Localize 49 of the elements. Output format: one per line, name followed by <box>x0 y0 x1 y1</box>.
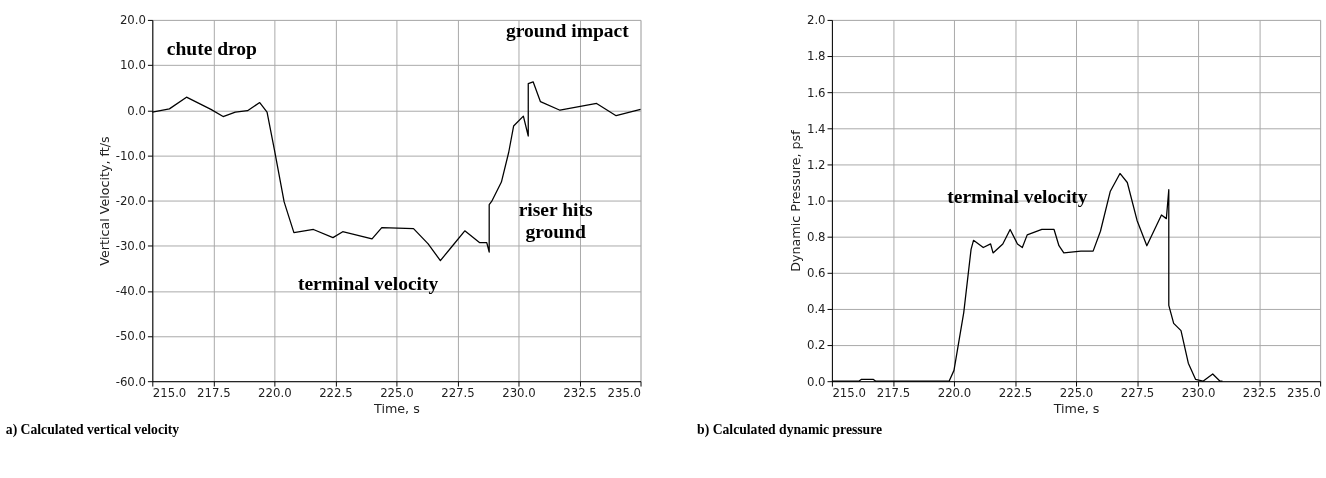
y-tick-label: 0.4 <box>806 302 826 317</box>
y-tick-label: 1.8 <box>806 49 826 64</box>
y-tick-label: -20.0 <box>115 193 146 208</box>
annotation: riser hits ground <box>518 199 593 242</box>
x-tick-label: 220.0 <box>258 386 292 401</box>
annotation: terminal velocity <box>297 273 439 295</box>
y-tick-label: 0.0 <box>127 103 146 118</box>
x-tick-label: 227.5 <box>441 386 475 401</box>
x-tick-label: 225.0 <box>1059 386 1094 401</box>
text: a) Calculated vertical velocity <box>5 421 180 438</box>
x-tick-label: 235.0 <box>607 386 642 401</box>
x-tick-label: 232.5 <box>563 386 597 401</box>
x-tick-label: 215.0 <box>832 386 866 401</box>
y-axis-title: Vertical Velocity, ft/s <box>96 136 112 266</box>
x-tick-label: 220.0 <box>937 386 972 401</box>
x-tick-label: 230.0 <box>502 386 536 401</box>
x-tick-label: 217.5 <box>876 386 911 401</box>
annotation: ground impact <box>505 19 630 41</box>
y-tick-label: 0.2 <box>806 338 826 353</box>
x-tick-label: 230.0 <box>1181 386 1216 401</box>
annotation: chute drop <box>166 38 258 60</box>
y-tick-label: 0.6 <box>806 266 826 281</box>
y-tick-label: 1.2 <box>806 157 826 172</box>
y-tick-label: 10.0 <box>119 58 146 73</box>
y-tick-label: -50.0 <box>115 329 146 344</box>
x-tick-label: 227.5 <box>1120 386 1155 401</box>
x-tick-label: 222.5 <box>998 386 1033 401</box>
x-tick-label: 222.5 <box>319 386 353 401</box>
y-tick-label: -60.0 <box>115 374 146 389</box>
y-tick-label: 2.0 <box>806 13 826 28</box>
y-tick-label: -10.0 <box>115 148 146 163</box>
y-tick-label: 20.0 <box>119 13 146 28</box>
y-tick-label: -40.0 <box>115 284 146 299</box>
x-tick-label: 225.0 <box>380 386 414 401</box>
y-tick-label: 1.4 <box>806 121 826 136</box>
x-tick-label: 235.0 <box>1287 386 1321 401</box>
x-tick-label: 232.5 <box>1242 386 1277 401</box>
text: b) Calculated dynamic pressure <box>697 421 883 438</box>
x-axis-title: Time, s <box>373 400 420 416</box>
y-tick-label: 1.6 <box>806 85 826 100</box>
y-tick-label: 0.0 <box>806 374 826 389</box>
x-axis-title: Time, s <box>1052 400 1100 416</box>
y-tick-label: 1.0 <box>806 193 826 208</box>
x-tick-label: 217.5 <box>197 386 231 401</box>
y-axis-title: Dynamic Pressure, psf <box>788 129 804 272</box>
y-tick-label: -30.0 <box>115 239 146 254</box>
x-tick-label: 215.0 <box>152 386 187 401</box>
y-tick-label: 0.8 <box>806 230 826 245</box>
annotation: terminal velocity <box>947 185 1088 207</box>
